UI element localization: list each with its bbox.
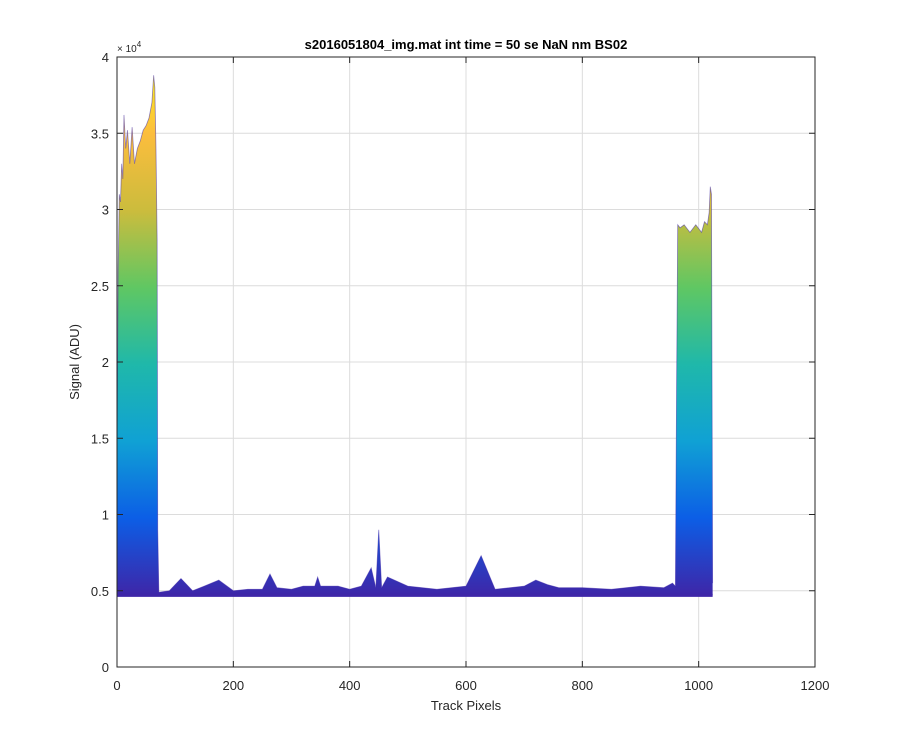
y-tick-label: 0.5 (91, 584, 109, 599)
y-tick-label: 4 (102, 50, 109, 65)
y-tick-label: 0 (102, 660, 109, 675)
y-tick-labels: 0 0.5 1 1.5 2 2.5 3 3.5 4 (91, 50, 109, 675)
y-tick-label: 1 (102, 508, 109, 523)
y-tick-label: 3.5 (91, 126, 109, 141)
x-axis-label: Track Pixels (431, 698, 502, 713)
x-tick-label: 0 (113, 678, 120, 693)
y-exponent-label: × 104 (117, 40, 142, 55)
y-tick-label: 3 (102, 203, 109, 218)
x-tick-label: 800 (571, 678, 593, 693)
x-tick-label: 200 (222, 678, 244, 693)
y-tick-label: 2.5 (91, 279, 109, 294)
x-tick-label: 400 (339, 678, 361, 693)
y-tick-label: 1.5 (91, 431, 109, 446)
y-tick-label: 2 (102, 355, 109, 370)
y-axis-label: Signal (ADU) (67, 324, 82, 400)
x-tick-label: 1000 (684, 678, 713, 693)
chart-title: s2016051804_img.mat int time = 50 se NaN… (305, 37, 628, 52)
signal-line-series-0 (117, 75, 714, 593)
tick-marks (116, 56, 816, 668)
x-tick-labels: 0 200 400 600 800 1000 1200 (113, 678, 829, 693)
data-layer (117, 75, 714, 597)
x-tick-label: 600 (455, 678, 477, 693)
x-tick-label: 1200 (801, 678, 830, 693)
